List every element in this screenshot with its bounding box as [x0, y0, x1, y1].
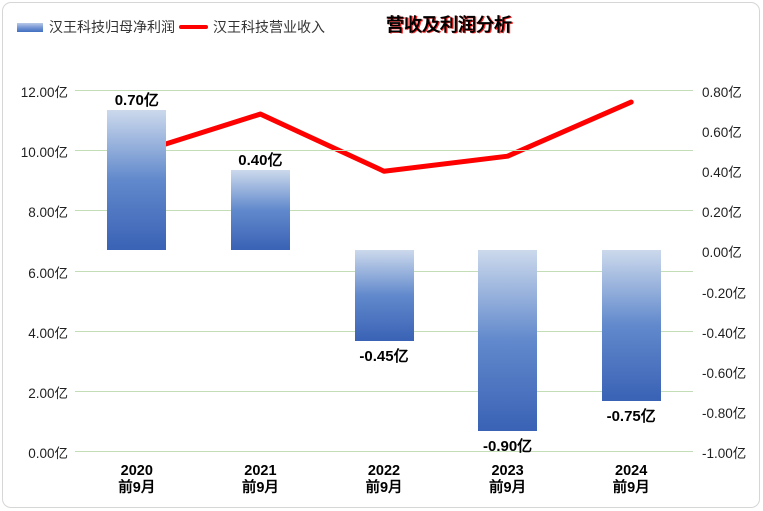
x-axis-label-2021: 2021 前9月 [241, 463, 279, 496]
x-axis-label-2024: 2024 前9月 [612, 463, 650, 496]
left-axis-tick-label: 4.00亿 [28, 325, 68, 341]
bar-2024 [601, 250, 661, 401]
legend: 汉王科技归母净利润 汉王科技营业收入 [17, 17, 325, 37]
left-axis-tick-label: 6.00亿 [28, 265, 68, 281]
gridline [75, 90, 693, 91]
left-axis-tick-label: 2.00亿 [28, 385, 68, 401]
right-axis-tick-label: 0.20亿 [702, 205, 742, 221]
bar-2023 [478, 250, 538, 431]
legend-label-revenue: 汉王科技营业收入 [213, 19, 325, 35]
bar-data-label: -0.75亿 [606, 407, 656, 425]
legend-label-net-profit: 汉王科技归母净利润 [49, 19, 175, 35]
bar-2022 [354, 250, 414, 341]
bar-data-label: 0.40亿 [238, 152, 283, 170]
right-axis-tick-label: -0.20亿 [702, 285, 747, 301]
bar-data-label: -0.90亿 [482, 437, 533, 455]
left-axis-tick-label: 8.00亿 [28, 205, 68, 221]
x-axis-label-2023: 2023 前9月 [489, 463, 527, 496]
left-axis-tick-label: 12.00亿 [20, 85, 68, 100]
gridline [75, 150, 693, 152]
right-axis-tick-label: -0.80亿 [702, 405, 747, 421]
gridline [75, 210, 693, 212]
right-axis-tick-label: 0.40亿 [702, 165, 742, 181]
bar-data-label: 0.70亿 [114, 92, 159, 110]
gridline [75, 390, 693, 392]
right-axis-tick-label: -0.40亿 [702, 325, 747, 341]
line-series-swatch-icon [179, 25, 208, 29]
right-axis-tick-label: -0.60亿 [702, 365, 747, 381]
legend-item-revenue: 汉王科技营业收入 [179, 17, 325, 37]
left-axis-tick-label: 0.00亿 [28, 446, 68, 461]
left-axis-tick-label: 10.00亿 [20, 145, 68, 161]
gridline [75, 451, 693, 452]
right-axis-tick-label: 0.80亿 [702, 85, 742, 100]
bar-2021 [230, 170, 290, 251]
revenue-line [134, 99, 634, 174]
bar-2020 [107, 110, 167, 251]
right-axis-tick-label: -1.00亿 [702, 446, 747, 461]
bar-data-label: -0.45亿 [359, 347, 409, 365]
right-axis-tick-label: 0.60亿 [702, 125, 742, 141]
chart-title: 营收及利润分析 [386, 15, 512, 35]
legend-item-net-profit: 汉王科技归母净利润 [17, 17, 175, 37]
bar-series-swatch-icon [17, 22, 43, 32]
right-axis-tick-label: 0.00亿 [702, 245, 742, 261]
x-axis-label-2020: 2020 前9月 [118, 463, 156, 496]
x-axis-label-2022: 2022 前9月 [365, 463, 403, 496]
